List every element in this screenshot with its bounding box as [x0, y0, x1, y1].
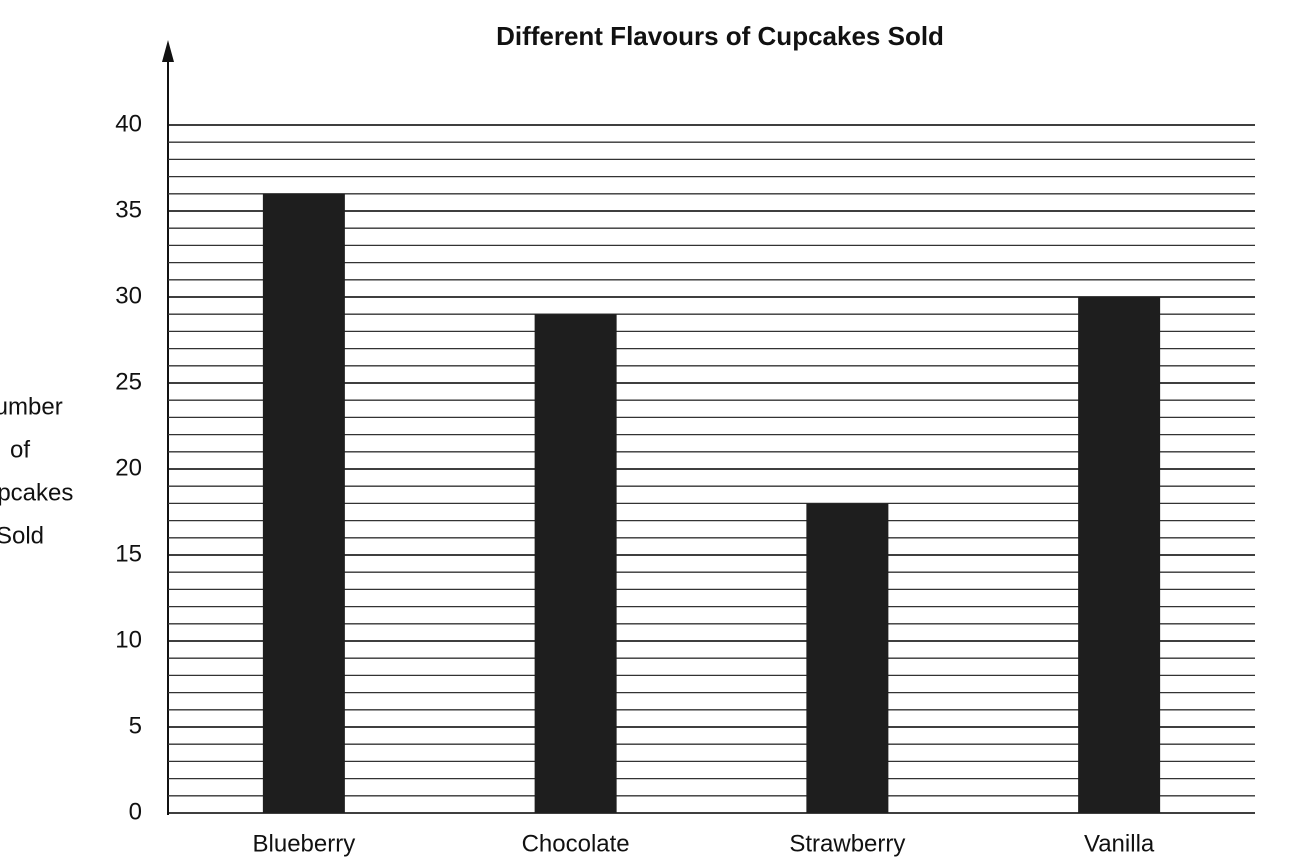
y-tick-label: 30 — [115, 282, 142, 309]
bar — [1078, 297, 1161, 813]
y-axis-label: Cupcakes — [0, 479, 73, 506]
y-axis-arrow — [162, 40, 174, 62]
y-tick-label: 40 — [115, 110, 142, 137]
x-tick-label: Vanilla — [1084, 830, 1155, 857]
y-axis-label: Number — [0, 393, 63, 420]
y-tick-label: 20 — [115, 454, 142, 481]
chart-title: Different Flavours of Cupcakes Sold — [496, 21, 944, 51]
bar — [534, 314, 617, 813]
y-tick-label: 10 — [115, 626, 142, 653]
bar — [806, 503, 889, 813]
y-tick-label: 0 — [129, 798, 142, 825]
x-tick-label: Blueberry — [253, 830, 356, 857]
x-tick-label: Chocolate — [522, 830, 630, 857]
y-tick-label: 25 — [115, 368, 142, 395]
y-tick-label: 35 — [115, 196, 142, 223]
y-axis-label: Sold — [0, 522, 44, 549]
x-tick-label: Strawberry — [789, 830, 905, 857]
y-tick-label: 5 — [129, 712, 142, 739]
y-tick-label: 15 — [115, 540, 142, 567]
y-axis-label: of — [10, 436, 30, 463]
bar — [262, 193, 345, 814]
